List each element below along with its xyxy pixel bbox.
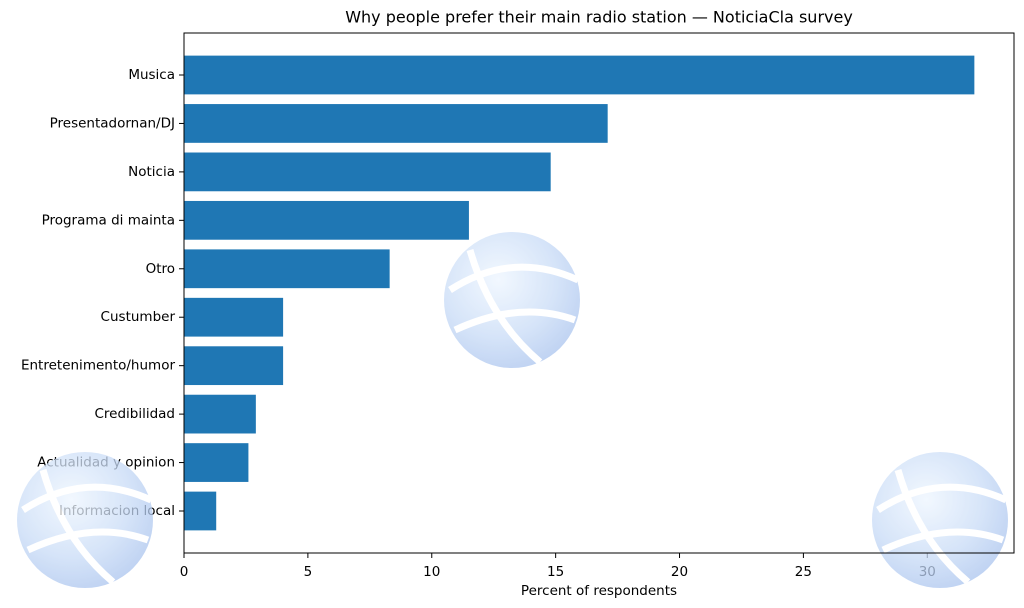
y-tick-label: Otro — [146, 261, 175, 277]
x-tick-label: 5 — [304, 564, 313, 580]
plot-frame — [183, 32, 1015, 554]
bar — [184, 394, 256, 434]
bar — [184, 491, 217, 531]
x-tick-label: 15 — [547, 564, 564, 580]
globe-icon — [872, 452, 1008, 588]
x-axis-label: Percent of respondents — [521, 583, 677, 599]
y-tick-label: Credibilidad — [94, 406, 175, 422]
y-tick-label: Noticia — [128, 164, 175, 180]
bar — [184, 152, 551, 192]
bar — [184, 104, 608, 143]
y-tick-label: Entretenimento/humor — [21, 358, 175, 374]
globe-icon — [444, 232, 580, 368]
x-tick-label: 20 — [671, 564, 688, 580]
plot-area: 051015202530MusicaPresentadornan/DJNotic… — [21, 55, 975, 580]
y-tick-label: Custumber — [101, 309, 176, 325]
bar — [184, 55, 975, 95]
y-tick-label: Musica — [128, 67, 175, 83]
bar — [184, 249, 390, 289]
y-tick-label: Presentadornan/DJ — [50, 115, 175, 131]
x-tick-label: 25 — [795, 564, 812, 580]
globe-icon — [17, 452, 153, 588]
y-tick-label: Programa di mainta — [42, 212, 175, 228]
watermarks — [17, 232, 1008, 588]
bar — [184, 346, 284, 386]
bar — [184, 297, 284, 337]
chart-title: Why people prefer their main radio stati… — [345, 8, 853, 27]
x-tick-label: 10 — [423, 564, 440, 580]
x-tick-label: 0 — [180, 564, 189, 580]
bar — [184, 200, 469, 240]
bar — [184, 443, 249, 482]
